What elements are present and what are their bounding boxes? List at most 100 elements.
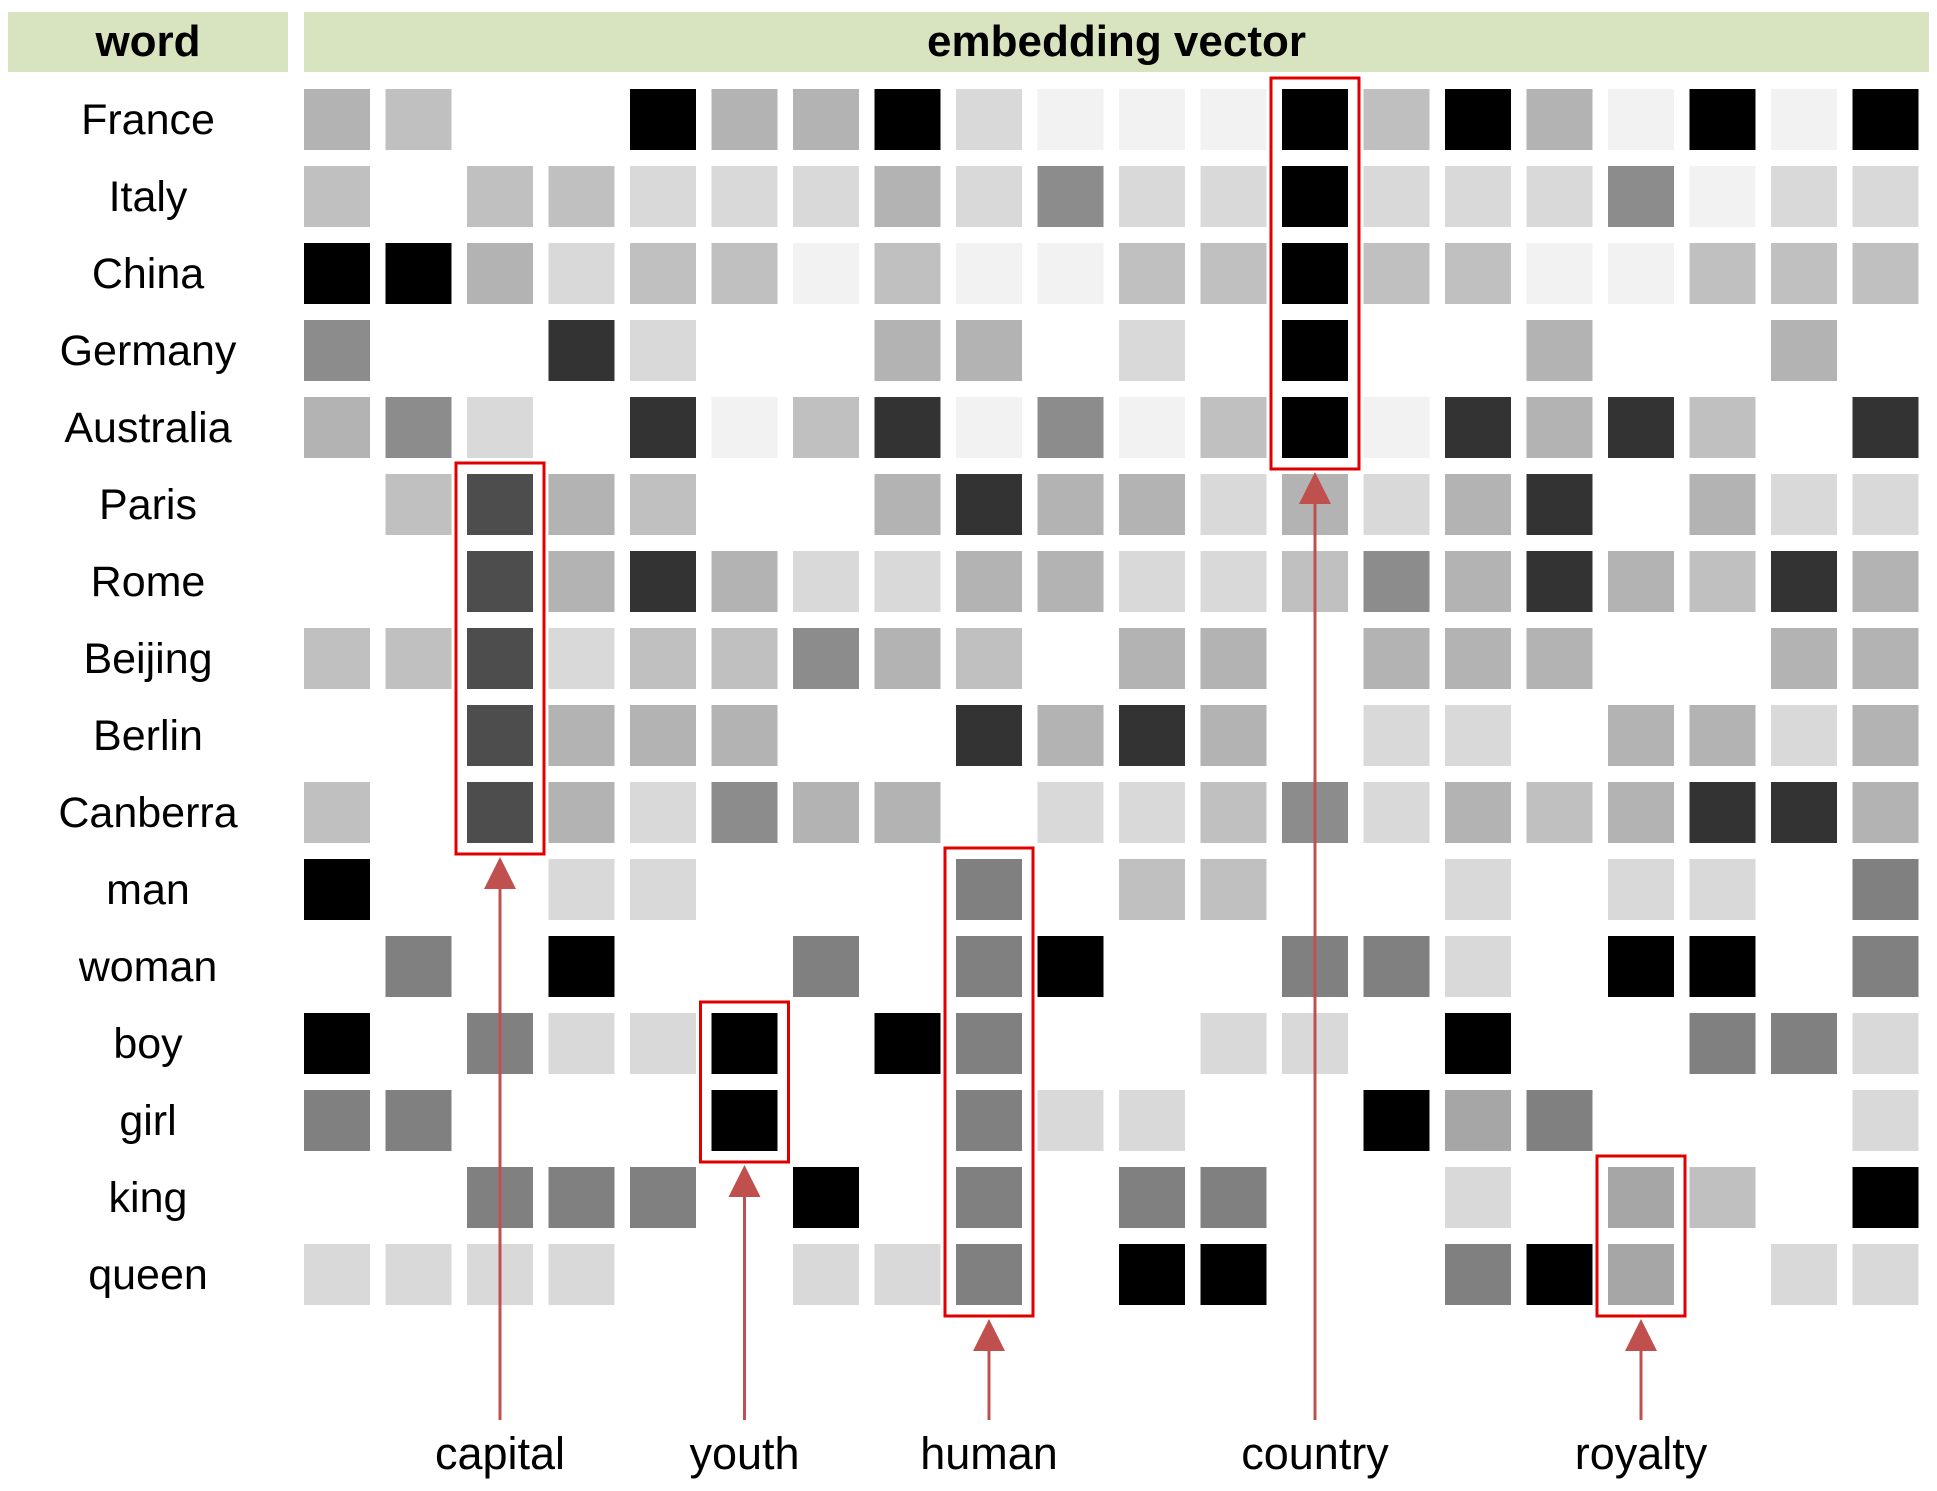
embedding-cell [874,474,941,535]
embedding-cell [1282,89,1348,150]
word-label: king [108,1173,188,1222]
embedding-cell [1200,166,1267,227]
embedding-cell [630,89,696,150]
embedding-cell [1200,859,1267,920]
embedding-cell [1445,551,1511,612]
embedding-cell [793,628,859,689]
embedding-cell [1771,705,1837,766]
embedding-cell [711,782,778,843]
embedding-cell [956,859,1022,920]
highlight-box-capital [454,461,546,856]
embedding-cell [1119,1167,1185,1228]
embedding-cell [1282,166,1348,227]
embedding-cell [874,782,941,843]
word-label: Berlin [93,711,203,760]
embedding-cell [1852,474,1919,535]
embedding-cell [711,551,778,612]
highlight-box-royalty [1595,1154,1687,1318]
embedding-cell [1526,89,1593,150]
arrowhead-human [973,1319,1005,1351]
embedding-cell [1771,1244,1837,1305]
embedding-cell [630,551,696,612]
embedding-cell [956,397,1022,458]
word-label: Italy [108,172,188,221]
embedding-cell [467,705,533,766]
embedding-cell [548,1167,615,1228]
embedding-cell [1852,782,1919,843]
embedding-cell [1363,551,1430,612]
embedding-cell [630,320,696,381]
embedding-cell [1119,243,1185,304]
embedding-cell [793,166,859,227]
embedding-cell [1526,166,1593,227]
embedding-cell [548,782,615,843]
embedding-cell [1119,166,1185,227]
embedding-cell [304,243,370,304]
embedding-cell [1037,705,1104,766]
embedding-cell [1119,1244,1185,1305]
embedding-cell [1037,166,1104,227]
embedding-cell [1689,474,1756,535]
embedding-cell [1852,243,1919,304]
embedding-cell [304,1244,370,1305]
word-label: woman [78,942,218,991]
embedding-cell [467,166,533,227]
embedding-cell [1689,782,1756,843]
embedding-cell [1037,782,1104,843]
embedding-cell [1526,474,1593,535]
embedding-cell [1119,320,1185,381]
embedding-cell [1282,243,1348,304]
embedding-cell [1852,397,1919,458]
feature-label-human: human [920,1428,1058,1479]
embedding-cell [956,936,1022,997]
embedding-cell [874,89,941,150]
embedding-cell [1608,89,1674,150]
embedding-cell [1689,166,1756,227]
embedding-cell [467,243,533,304]
embedding-cell [630,1013,696,1074]
embedding-cell [1445,859,1511,920]
embedding-cell [1852,1244,1919,1305]
embedding-cell [793,551,859,612]
embedding-cell [1526,320,1593,381]
embedding-cell [385,936,452,997]
highlight-box-country [1269,76,1361,471]
embedding-cell [630,859,696,920]
feature-label-country: country [1241,1428,1389,1479]
embedding-cell [1363,782,1430,843]
embedding-cell [1119,397,1185,458]
embedding-cell [1445,1167,1511,1228]
embedding-cell [548,1244,615,1305]
arrowhead-country [1299,472,1331,504]
embedding-cell [1037,936,1104,997]
embedding-cell [956,1090,1022,1151]
embedding-cell [793,397,859,458]
embedding-cell [1689,397,1756,458]
embedding-cell [1200,243,1267,304]
embedding-cell [548,859,615,920]
embedding-cell [304,1090,370,1151]
embedding-cell [711,705,778,766]
embedding-cell [1445,1013,1511,1074]
embedding-cell [1852,1167,1919,1228]
embedding-cell [1608,243,1674,304]
embedding-cell [1119,1090,1185,1151]
embedding-cell [1608,936,1674,997]
embedding-cell [793,243,859,304]
embedding-cell [1771,474,1837,535]
embedding-cell [711,1090,778,1151]
embedding-cell [467,782,533,843]
embedding-cell [1282,320,1348,381]
embedding-cell [1526,551,1593,612]
word-label: Canberra [58,788,238,837]
embedding-cell [1608,397,1674,458]
embedding-cell [1037,551,1104,612]
embedding-cell [1119,628,1185,689]
embedding-cell [793,1167,859,1228]
embedding-cell [1200,551,1267,612]
embedding-cell [1200,474,1267,535]
embedding-cell [1526,782,1593,843]
embedding-cell [1852,551,1919,612]
embedding-cell [874,166,941,227]
embedding-cell [1200,1013,1267,1074]
